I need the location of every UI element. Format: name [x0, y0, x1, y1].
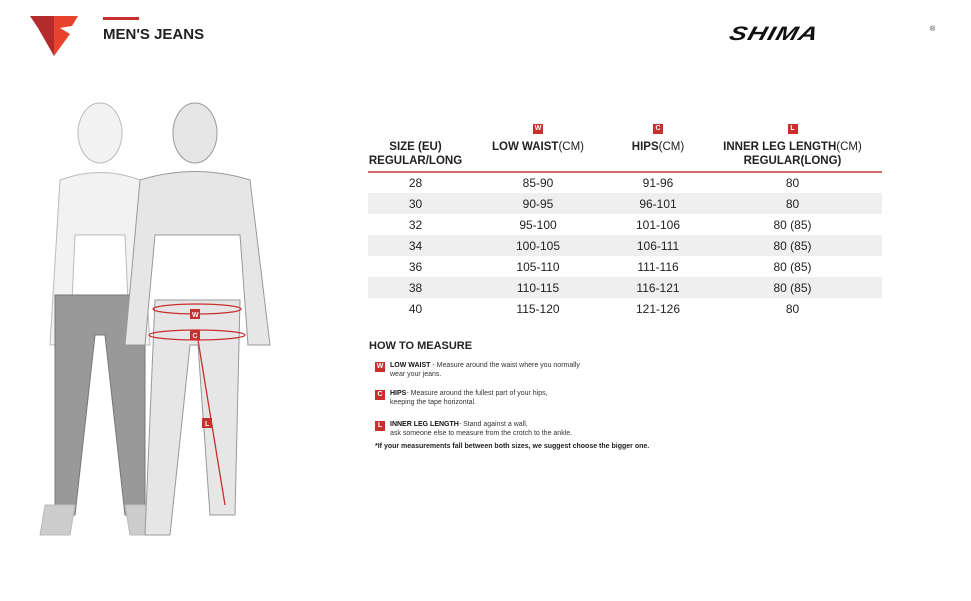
table-cell: 105-110 [516, 259, 560, 274]
table-cell: 80 (85) [703, 277, 882, 298]
table-cell: 100-105 [463, 235, 613, 256]
table-cell: 80 (85) [773, 259, 812, 274]
table-row: 32 95-100 101-106 80 (85) [368, 214, 882, 235]
table-cell: 106-111 [613, 235, 703, 256]
table-cell: 111-116 [637, 259, 679, 274]
how-to-measure-title: HOW TO MEASURE [369, 340, 473, 352]
how-to-item-inner-leg: L INNER LEG LENGTH- Stand against a wall,… [375, 420, 572, 438]
table-cell: 40 [408, 301, 423, 316]
figure-label-c: C [193, 333, 198, 340]
header-size: SIZE (EU) REGULAR/LONG [368, 120, 463, 173]
table-cell: 80 (85) [703, 235, 882, 256]
table-row: 30 90-95 96-101 80 [368, 193, 882, 214]
how-to-item-waist: W LOW WAIST - Measure around the waist wh… [375, 362, 580, 378]
table-row: 38 110-115 116-121 80 (85) [368, 277, 882, 298]
table-cell: 90-95 [463, 193, 613, 214]
page-title: MEN'S JEANS [103, 26, 205, 43]
table-cell: 116-121 [613, 277, 703, 298]
figure-label-w: W [192, 312, 199, 319]
table-cell: 28 [408, 176, 423, 190]
front-figure [124, 102, 271, 536]
measurement-figures: W C L [39, 102, 271, 536]
table-cell: 80 [785, 301, 800, 316]
table-cell: 34 [368, 235, 463, 256]
brand-logo: SHIMA [726, 22, 822, 45]
table-row: 28 85-90 91-96 80 [368, 172, 882, 193]
table-cell: 80 [785, 176, 800, 190]
header-inner-leg: L INNER LEG LENGTH(CM) REGULAR(LONG) [703, 120, 882, 173]
how-to-item-hips: C HIPS- Measure around the fullest part o… [375, 389, 548, 407]
table-row: 40 115-120 121-126 80 [368, 298, 882, 319]
registered-mark: ® [930, 26, 936, 33]
table-cell: 38 [368, 277, 463, 298]
table-cell: 85-90 [522, 176, 554, 190]
table-cell: 91-96 [642, 176, 674, 190]
table-row: 34 100-105 106-111 80 (85) [368, 235, 882, 256]
table-cell: 32 [408, 217, 423, 232]
table-cell: 115-120 [516, 301, 560, 316]
table-cell: 30 [368, 193, 463, 214]
figure-label-l: L [205, 421, 210, 428]
table-cell: 121-126 [635, 301, 681, 316]
size-note: *If your measurements fall between both … [375, 443, 650, 450]
table-row: 36 105-110 111-116 80 (85) [368, 256, 882, 277]
table-cell: 101-106 [635, 217, 681, 232]
table-cell: 80 [703, 193, 882, 214]
back-figure [39, 102, 156, 536]
table-cell: 110-115 [463, 277, 613, 298]
header-hips: C HIPS(CM) [613, 120, 703, 173]
title-accent-bar [103, 17, 139, 20]
shima-logo-icon [30, 16, 78, 56]
table-cell: 80 (85) [773, 217, 812, 232]
size-chart-table: SIZE (EU) REGULAR/LONG W LOW WAIST(CM) C HI… [368, 120, 882, 319]
table-cell: 36 [408, 259, 423, 274]
table-cell: 96-101 [613, 193, 703, 214]
table-cell: 95-100 [519, 217, 557, 232]
header-low-waist: W LOW WAIST(CM) [463, 120, 613, 173]
